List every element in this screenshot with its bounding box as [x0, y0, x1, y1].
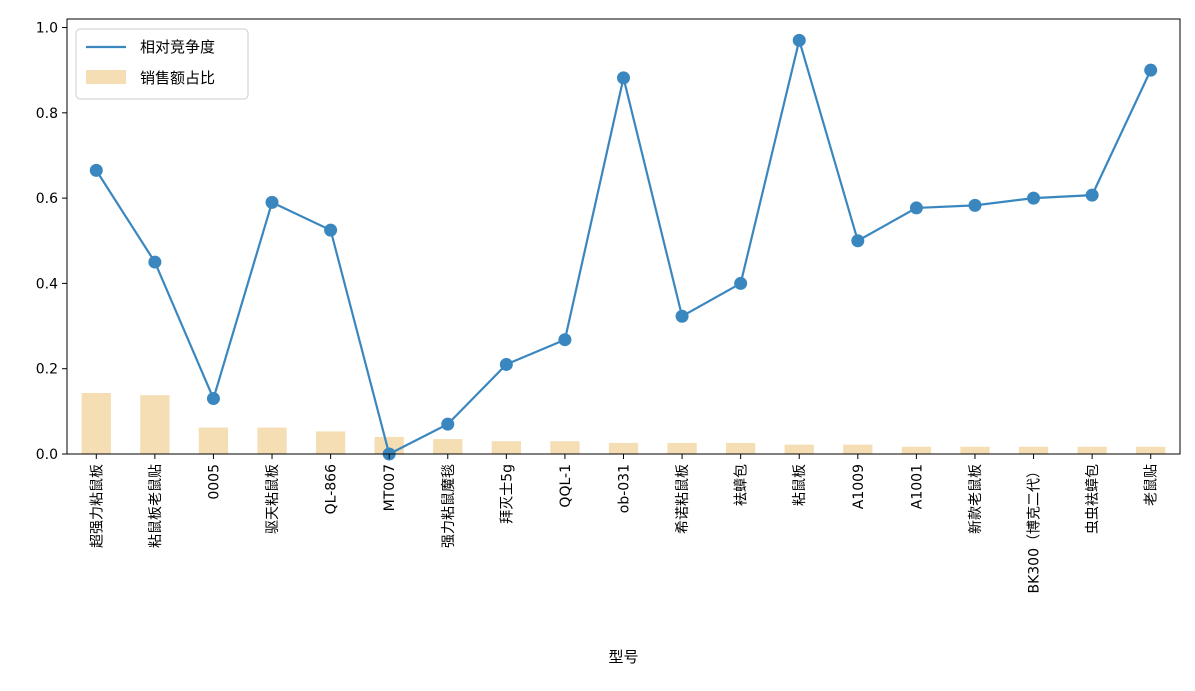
line-point-15: [968, 198, 982, 212]
line-point-8: [558, 333, 572, 347]
bar-7: [491, 441, 521, 454]
x-tick-label-12: 粘鼠板: [792, 464, 808, 506]
line-series: [89, 33, 1158, 461]
x-tick-label-4: QL-866: [324, 464, 340, 514]
x-tick-label-5: MT007: [382, 464, 398, 511]
x-tick-label-15: 新款老鼠板: [968, 464, 984, 534]
line-point-7: [499, 357, 513, 371]
y-tick-label-1: 0.2: [36, 362, 58, 378]
bar-6: [433, 439, 463, 454]
x-tick-label-3: 驱天粘鼠板: [265, 464, 281, 534]
x-tick-label-10: 希诺粘鼠板: [675, 464, 691, 534]
bar-4: [315, 431, 346, 454]
bar-3: [257, 427, 287, 454]
y-tick-label-3: 0.6: [36, 191, 58, 207]
bar-15: [960, 446, 990, 454]
legend-label-bar: 销售额占比: [140, 69, 215, 87]
line-point-11: [734, 276, 748, 290]
x-tick-label-17: 虫虫袪蟑包: [1085, 464, 1101, 534]
x-tick-label-2: 0005: [206, 464, 222, 500]
line-point-16: [1027, 191, 1041, 205]
bar-2: [198, 427, 229, 454]
line-point-3: [265, 195, 279, 209]
line-point-0: [89, 163, 103, 177]
line-point-10: [675, 309, 689, 323]
y-tick-label-5: 1.0: [36, 21, 58, 37]
y-tick-label-4: 0.8: [36, 106, 58, 122]
x-tick-label-18: 老鼠贴: [1144, 464, 1160, 506]
line-point-9: [617, 71, 630, 85]
line-point-12: [792, 33, 806, 47]
line-point-6: [441, 417, 455, 431]
y-tick-label-2: 0.4: [36, 276, 58, 292]
bar-10: [667, 442, 697, 454]
line-point-1: [148, 255, 162, 269]
x-tick-label-6: 强力粘鼠魔毯: [441, 464, 457, 548]
line-point-14: [909, 201, 923, 215]
x-tick-label-9: ob-031: [617, 464, 633, 513]
bar-12: [784, 444, 814, 454]
bar-series: [81, 393, 1166, 454]
x-tick-label-0: 超强力粘鼠板: [89, 464, 105, 548]
legend-label-line: 相对竞争度: [140, 38, 215, 56]
line-point-17: [1085, 188, 1099, 202]
bar-16: [1018, 446, 1049, 454]
x-tick-label-8: QQL-1: [558, 464, 574, 508]
line-point-4: [324, 223, 338, 237]
y-tick-label-0: 0.0: [36, 447, 58, 463]
bar-11: [726, 442, 756, 454]
x-axis: 超强力粘鼠板 粘鼠板老鼠贴 0005 驱天粘鼠板 QL-866 MT007 强力粘鼠魔毯 拜灭…: [89, 454, 1160, 594]
y-axis: 0.0 0.2 0.4 0.6 0.8 1.0: [36, 21, 67, 463]
bar-17: [1077, 446, 1107, 454]
bar-8: [550, 441, 580, 454]
bar-9: [608, 442, 639, 454]
bar-14: [901, 446, 932, 454]
line-path: [95, 36, 1152, 456]
bar-18: [1136, 446, 1166, 454]
x-tick-label-1: 粘鼠板老鼠贴: [148, 464, 164, 548]
x-tick-label-13: A1009: [851, 464, 867, 509]
bar-0: [81, 393, 111, 454]
x-tick-label-16: BK300（博克二代）: [1026, 464, 1043, 594]
legend-bar-swatch: [86, 70, 126, 84]
line-point-13: [851, 234, 865, 248]
line-point-2: [206, 392, 220, 406]
bar-13: [843, 444, 873, 454]
x-tick-label-7: 拜灭士5g: [499, 464, 515, 524]
line-point-18: [1144, 63, 1158, 77]
bar-1: [140, 395, 170, 454]
x-axis-title: 型号: [608, 648, 638, 666]
x-tick-label-11: 袪蟑包: [734, 464, 750, 506]
x-tick-label-14: A1001: [909, 464, 925, 509]
